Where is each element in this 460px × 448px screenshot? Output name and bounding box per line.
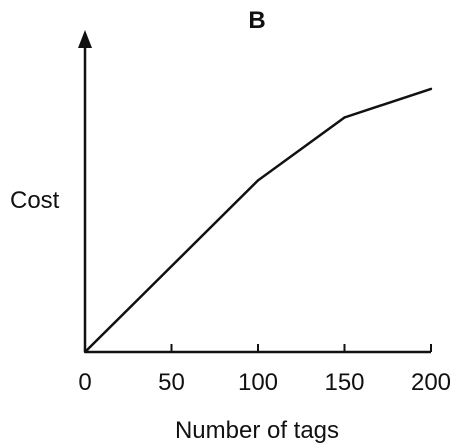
x-tick-label: 0 [78, 369, 91, 396]
series-line [84, 87, 432, 353]
x-tick-label: 200 [411, 369, 451, 396]
x-tick-label: 50 [158, 369, 185, 396]
series-layer [83, 87, 433, 354]
series-vertex [429, 87, 433, 91]
y-axis-title: Cost [10, 187, 60, 214]
chart-title: B [248, 7, 265, 34]
y-axis-arrowhead [78, 30, 92, 48]
x-tick-labels: 0 50 100 150 200 [78, 369, 451, 396]
series-vertex [83, 350, 87, 354]
series-vertex [343, 116, 346, 119]
x-tick-label: 150 [324, 369, 364, 396]
x-axis-title: Number of tags [175, 417, 339, 444]
x-tick-label: 100 [238, 369, 278, 396]
series-vertex [256, 179, 260, 182]
